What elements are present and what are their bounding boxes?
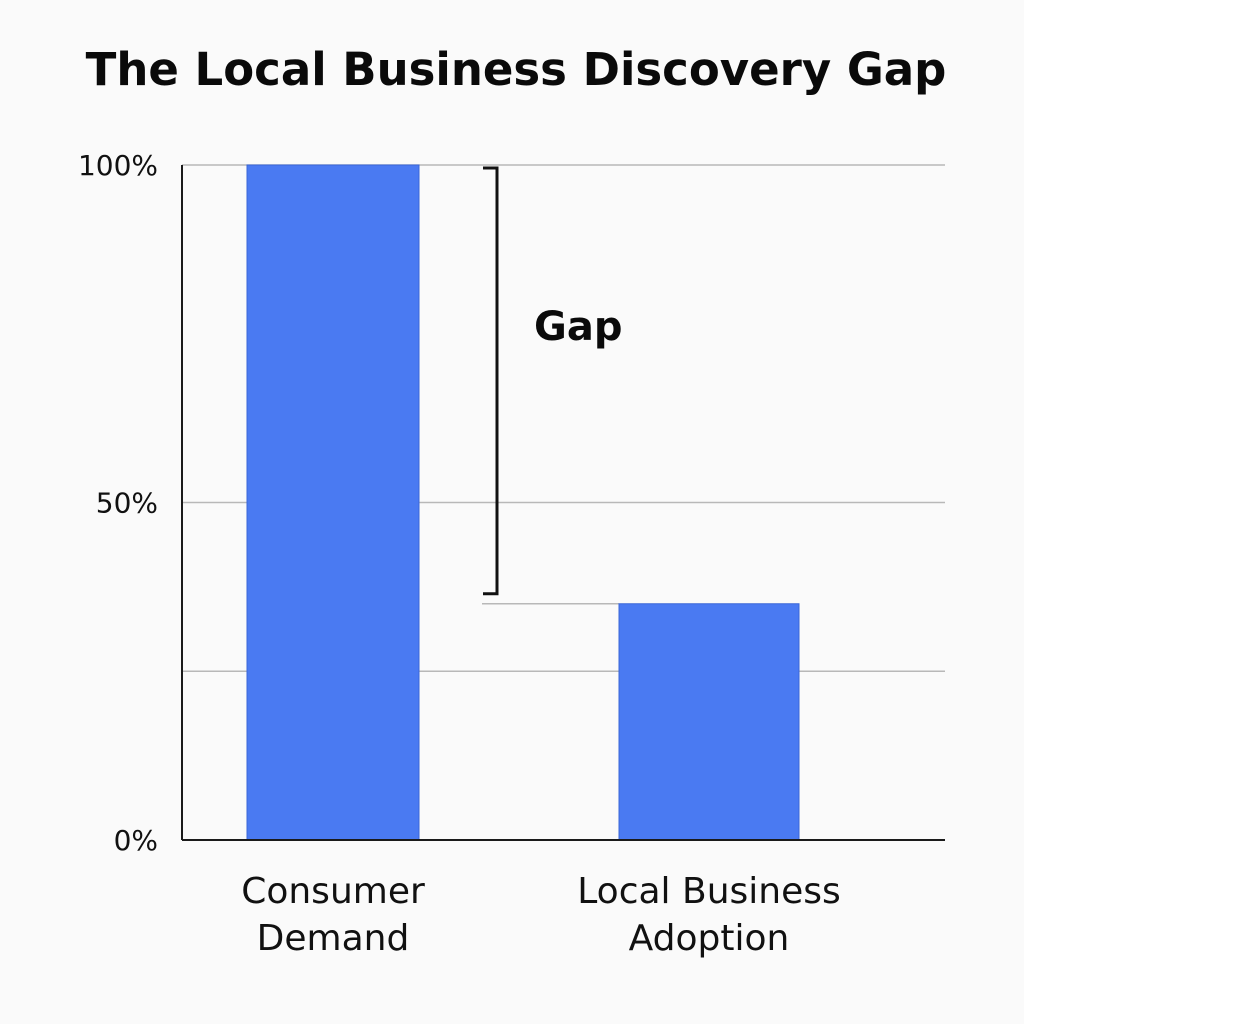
bars [246,164,800,841]
y-tick-label-0: 100% [78,149,158,182]
gap-annotation: Gap [483,166,622,596]
category-label-line: Consumer [241,871,425,912]
bar-0 [246,164,420,841]
labels: 100% 50% 0% Consumer Demand Local Business Ado… [78,149,841,959]
category-label-line: Demand [257,918,410,959]
category-label-0: Consumer Demand [241,871,425,959]
y-tick-label-2: 0% [114,824,158,857]
category-label-1: Local Business Adoption [577,871,841,959]
bar-1 [618,603,800,841]
gap-bracket [483,166,499,596]
gap-label: Gap [534,304,622,350]
chart-panel [0,0,1024,1024]
axes [181,165,945,841]
chart-title: The Local Business Discovery Gap [86,43,947,96]
y-tick-label-1: 50% [96,487,158,520]
category-label-line: Adoption [629,918,790,959]
category-label-line: Local Business [577,871,841,912]
